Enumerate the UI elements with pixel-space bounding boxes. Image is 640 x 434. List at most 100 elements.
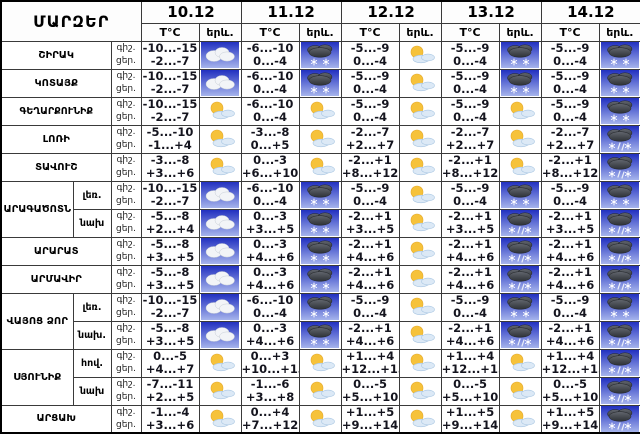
snow-icon: [298, 236, 342, 266]
temperature-cell: -2...-7 +2...+7: [540, 124, 600, 154]
day-temp: +4...+6: [245, 250, 295, 264]
partly-icon: [498, 152, 542, 182]
night-temp: -10...-15: [142, 41, 198, 55]
night-temp: -6...-10: [246, 69, 294, 83]
temperature-cell: -2...+1 +4...+6: [540, 236, 600, 266]
night-temp: 0...-3: [253, 321, 287, 335]
temperature-cell: -5...-9 0...-4: [540, 180, 600, 210]
night-label: գիշ.: [116, 211, 136, 221]
partly-icon: [298, 404, 342, 434]
subregion-label: նախ: [72, 208, 112, 238]
phenomenon-header: երև.: [498, 22, 542, 42]
temperature-cell: -5...-9 0...-4: [440, 40, 500, 70]
night-temp: -10...-15: [142, 69, 198, 83]
sleet-icon: [598, 208, 640, 238]
day-temp: +3...+5: [145, 278, 195, 292]
night-temp: -3...-8: [250, 125, 290, 139]
daypart-labels: գիշ. ցեր.: [110, 264, 142, 294]
table-row: նախ գիշ. ցեր. -5...-8 +2...+4 0...-3 +3...+5: [1, 208, 640, 238]
region-name: ԱՐՄԱՎԻՐ: [0, 264, 112, 294]
phenomenon-header: երև.: [398, 22, 442, 42]
temperature-cell: -3...-8 0...+5: [240, 124, 300, 154]
temperature-cell: -2...+1 +4...+6: [340, 320, 400, 350]
temperature-cell: -10...-15 -2...-7: [140, 68, 200, 98]
day-temp: 0...-4: [353, 54, 387, 68]
day-temp: +3...+8: [245, 390, 295, 404]
day-label: ցեր.: [116, 56, 136, 66]
table-row: ԳԵՂԱՐՔՈՒՆԻՔ գիշ. ցեր. -10...-15 -2...-7 -6..…: [0, 96, 640, 126]
temperature-cell: -7...-11 +2...+5: [140, 376, 200, 406]
day-temp: +4...+6: [245, 278, 295, 292]
day-temp: +5...+10: [441, 390, 499, 404]
partly-icon: [498, 348, 542, 378]
temperature-cell: +1...+5 +9...+14: [440, 404, 500, 434]
daypart-labels: գիշ. ցեր.: [110, 320, 142, 350]
day-temp: 0...-4: [353, 306, 387, 320]
night-temp: -2...+1: [448, 265, 492, 279]
cloudy-icon: [198, 208, 242, 238]
day-temp: +12...+15: [541, 362, 598, 376]
partly-icon: [398, 96, 442, 126]
night-temp: 0...-5: [353, 377, 387, 391]
date-header: 13.12: [440, 0, 542, 24]
phenomenon-header: երև.: [598, 22, 640, 42]
table-row: ՏԱՎՈՒՇ գիշ. ցեր. -3...-8 +3...+6 0...-3 +6...…: [0, 152, 640, 182]
day-temp: +12...+15: [441, 362, 498, 376]
daypart-labels: գիշ. ցեր.: [110, 404, 142, 434]
day-label: ցեր.: [116, 336, 136, 346]
temperature-cell: -5...-8 +2...+4: [140, 208, 200, 238]
partly-icon: [398, 208, 442, 238]
table-row: ԱՐՑԱԽ գիշ. ցեր. -1...-4 +3...+6 0...+4 +7...+…: [0, 404, 640, 434]
night-temp: 0...-3: [253, 265, 287, 279]
day-temp: +4...+6: [545, 278, 595, 292]
day-label: ցեր.: [116, 280, 136, 290]
night-temp: -5...-9: [350, 97, 390, 111]
temperature-cell: -6...-10 0...-4: [240, 68, 300, 98]
partly-icon: [398, 320, 442, 350]
day-temp: 0...+5: [250, 138, 290, 152]
night-temp: -10...-15: [142, 97, 198, 111]
snow-icon: [298, 320, 342, 350]
night-temp: 0...-3: [253, 209, 287, 223]
partly-icon: [198, 404, 242, 434]
day-temp: +3...+5: [145, 250, 195, 264]
day-temp: -2...-7: [150, 54, 190, 68]
night-label: գիշ.: [116, 127, 136, 137]
night-temp: -7...-11: [146, 377, 194, 391]
night-temp: +1...+4: [445, 349, 495, 363]
temperature-cell: -5...-9 0...-4: [340, 96, 400, 126]
sleet-icon: [498, 236, 542, 266]
region-name: ՎԱՅՈՑ ՁՈՐ: [0, 292, 74, 350]
temperature-cell: -5...-9 0...-4: [440, 68, 500, 98]
night-temp: -5...-9: [450, 293, 490, 307]
daypart-labels: գիշ. ցեր.: [110, 152, 142, 182]
temperature-cell: +1...+5 +9...+14: [340, 404, 400, 434]
partly-icon: [498, 124, 542, 154]
day-temp: 0...-4: [453, 110, 487, 124]
day-temp: 0...-4: [453, 194, 487, 208]
daypart-labels: գիշ. ցեր.: [110, 124, 142, 154]
temperature-cell: +1...+5 +9...+14: [540, 404, 600, 434]
day-temp: 0...-4: [553, 194, 588, 208]
day-temp: +3...+5: [445, 222, 495, 236]
date-header: 11.12: [240, 0, 342, 24]
day-label: ցեր.: [116, 252, 136, 262]
snow-icon: [298, 68, 342, 98]
day-temp: 0...-4: [253, 54, 287, 68]
day-temp: +8...+12: [341, 166, 399, 180]
partly-icon: [398, 236, 442, 266]
night-temp: +1...+4: [345, 349, 395, 363]
sleet-icon: [498, 208, 542, 238]
night-temp: -6...-10: [246, 293, 294, 307]
daypart-labels: գիշ. ցեր.: [110, 376, 142, 406]
phenomenon-header: երև.: [298, 22, 342, 42]
day-label: ցեր.: [116, 196, 136, 206]
temperature-cell: -3...-8 +3...+6: [140, 152, 200, 182]
day-label: ցեր.: [116, 84, 136, 94]
temperature-cell: -2...-7 +2...+7: [440, 124, 500, 154]
day-temp: 0...-4: [553, 82, 588, 96]
daypart-labels: գիշ. ցեր.: [110, 292, 142, 322]
table-row: նախ գիշ. ցեր. -7...-11 +2...+5 -1...-6 +3...+…: [1, 376, 640, 406]
night-label: գիշ.: [116, 99, 136, 109]
